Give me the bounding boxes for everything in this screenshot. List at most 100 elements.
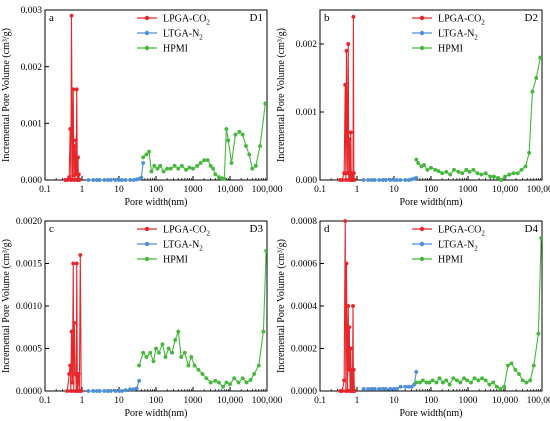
panel-d1: 0.1 1 10 100 1000 10,000 100,000 0.000 0.001 0.00… <box>1 6 283 208</box>
data-point <box>414 157 419 162</box>
data-point <box>119 388 124 393</box>
data-point <box>346 42 351 47</box>
data-point <box>448 172 453 177</box>
data-point <box>523 164 528 169</box>
x-axis-label: Pore width(nm) <box>399 408 462 419</box>
y-axis-label: Incremental Pore Volume (cm³/g) <box>1 239 12 373</box>
data-point <box>398 384 403 389</box>
data-point <box>147 149 152 154</box>
data-point <box>460 171 465 176</box>
data-point <box>414 380 419 385</box>
data-point <box>256 363 261 368</box>
data-point <box>155 166 160 171</box>
data-point <box>144 152 149 157</box>
data-point <box>440 380 445 385</box>
data-point <box>464 167 469 172</box>
sample-id: D2 <box>525 12 538 24</box>
data-point <box>454 378 459 383</box>
data-point <box>476 378 481 383</box>
x-tick-label: 1000 <box>184 396 203 406</box>
series-line <box>88 162 144 181</box>
data-point <box>452 167 457 172</box>
legend-label: HPMI <box>163 44 188 55</box>
y-tick-label: 0.0008 <box>291 217 317 227</box>
data-point <box>184 167 189 172</box>
data-point <box>361 177 366 182</box>
data-point <box>237 129 242 134</box>
legend-label: LPGA-CO2 <box>438 225 485 238</box>
data-point <box>344 261 349 266</box>
data-point <box>420 378 425 383</box>
legend-label: LPGA-CO2 <box>163 225 210 238</box>
data-point <box>458 380 463 385</box>
data-point <box>511 171 516 176</box>
x-tick-label: 1000 <box>459 396 478 406</box>
data-point <box>425 167 430 172</box>
data-point <box>499 177 504 182</box>
data-point <box>344 48 349 53</box>
data-point <box>502 384 507 389</box>
data-point <box>108 177 113 182</box>
data-point <box>208 380 213 385</box>
data-point <box>233 132 238 137</box>
data-point <box>480 376 485 381</box>
panel-d3: 0.1 1 10 100 1000 10,000 100,000 0.0000 0.0005 0.… <box>1 217 283 419</box>
data-point <box>261 329 266 334</box>
data-point <box>243 143 248 148</box>
data-point <box>229 160 234 165</box>
data-point <box>351 171 356 176</box>
data-point <box>531 363 536 368</box>
data-point <box>248 377 253 382</box>
data-point <box>403 384 408 389</box>
legend-label-subscript: 2 <box>199 245 203 253</box>
data-point <box>437 376 442 381</box>
data-point <box>113 177 118 182</box>
panel-d4: 0.1 1 10 100 1000 10,000 100,000 0.0000 0.0002 0.… <box>276 217 550 419</box>
data-point <box>152 163 157 168</box>
data-point <box>496 175 501 180</box>
data-point <box>253 163 258 168</box>
data-point <box>444 169 449 174</box>
data-point <box>539 236 542 240</box>
legend-entry: HPMI <box>137 44 188 55</box>
data-point <box>165 166 170 171</box>
data-point <box>148 350 153 355</box>
x-tick-label: 10 <box>389 185 399 195</box>
y-tick-label: 0.0006 <box>291 260 317 270</box>
legend-label-subscript: 2 <box>206 230 210 238</box>
data-point <box>347 325 352 330</box>
data-point <box>70 380 75 385</box>
data-point <box>128 387 133 392</box>
legend-entry: LTGA-N2 <box>412 240 478 253</box>
data-point <box>383 386 388 391</box>
data-point <box>173 337 178 342</box>
data-point <box>208 163 213 168</box>
data-point <box>471 167 476 172</box>
data-point <box>78 253 83 258</box>
data-point <box>383 177 388 182</box>
series-line <box>415 57 541 181</box>
data-point <box>79 388 84 393</box>
data-point <box>76 172 81 177</box>
data-point <box>524 380 529 385</box>
data-point <box>536 331 541 336</box>
data-point <box>86 388 91 393</box>
data-point <box>176 329 181 334</box>
data-point <box>515 171 520 176</box>
data-point <box>74 87 79 92</box>
data-point <box>69 13 74 18</box>
data-point <box>179 163 184 168</box>
x-tick-label: 100 <box>424 396 439 406</box>
series-0 <box>65 253 84 393</box>
data-point <box>414 369 419 374</box>
data-point <box>507 172 512 177</box>
data-point <box>123 388 128 393</box>
x-tick-label: 10,000 <box>217 185 243 195</box>
legend-label-text: LTGA-N <box>163 240 199 251</box>
data-point <box>538 55 542 60</box>
data-point <box>69 329 74 334</box>
data-point <box>534 75 539 80</box>
data-point <box>172 163 177 168</box>
data-point <box>351 14 356 19</box>
data-point <box>488 174 493 179</box>
